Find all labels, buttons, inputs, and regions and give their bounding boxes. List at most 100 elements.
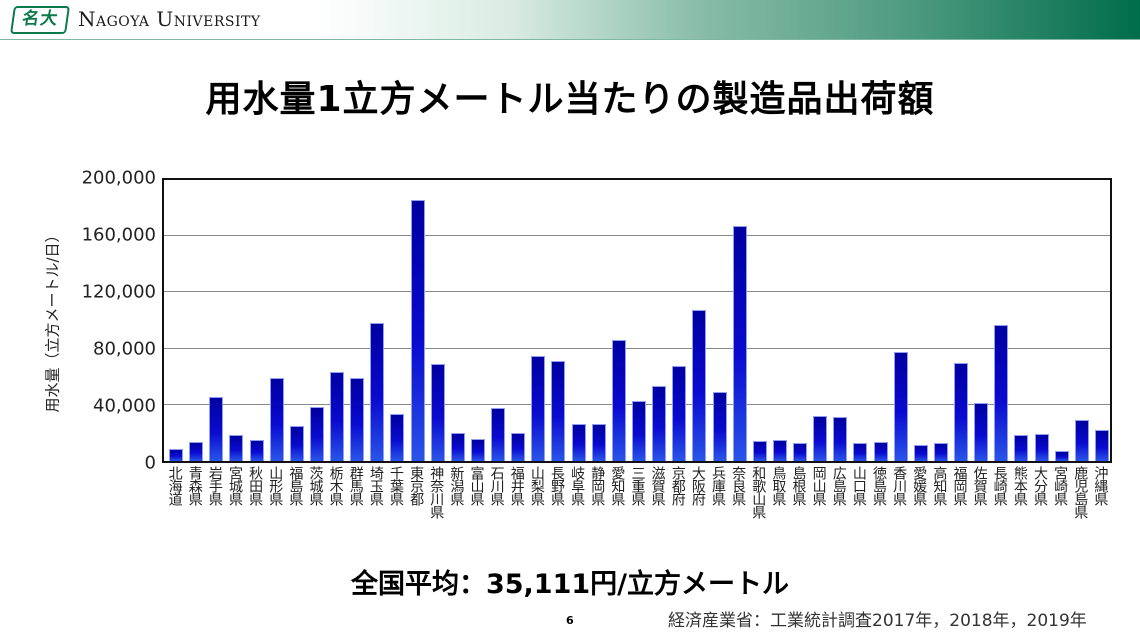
bar-滋賀県 (652, 386, 667, 461)
bar-鹿児島県 (1074, 419, 1089, 461)
bar-群馬県 (350, 378, 365, 461)
gridline (164, 347, 1110, 349)
bar-山梨県 (531, 356, 546, 461)
page-number: 6 (566, 614, 574, 627)
bar-秋田県 (249, 440, 264, 461)
bar-三重県 (632, 400, 646, 461)
bar-島根県 (793, 443, 808, 461)
bar-兵庫県 (712, 392, 727, 461)
x-tick-label: 愛知県 (609, 466, 626, 505)
x-tick-label: 長野県 (548, 466, 565, 505)
x-tick-label: 京都府 (669, 466, 686, 505)
x-tick-label: 三重県 (629, 466, 646, 505)
x-tick-label: 埼玉県 (367, 466, 384, 505)
y-tick-label: 40,000 (93, 395, 156, 417)
university-name: Nagoya University (78, 7, 261, 31)
bar-高知県 (933, 443, 948, 461)
national-average-text: 全国平均：35,111円/立方メートル (350, 569, 790, 600)
x-tick-label: 兵庫県 (710, 466, 726, 505)
x-tick-label: 福岡県 (951, 466, 968, 505)
x-tick-label: 富山県 (468, 466, 485, 505)
bar-茨城県 (309, 406, 324, 461)
y-tick-label: 120,000 (81, 281, 156, 303)
x-tick-label: 広島県 (830, 466, 847, 505)
x-tick-label: 秋田県 (247, 466, 264, 505)
x-tick-label: 香川県 (891, 466, 908, 505)
bar-愛媛県 (913, 445, 928, 461)
bar-和歌山県 (752, 441, 767, 461)
y-tick-label: 80,000 (93, 338, 156, 360)
bar-大阪府 (692, 310, 707, 461)
bar-京都府 (672, 366, 687, 461)
x-tick-label: 栃木県 (327, 466, 344, 505)
x-tick-label: 岐阜県 (569, 466, 586, 505)
bar-鳥取県 (772, 440, 787, 461)
x-tick-label: 滋賀県 (649, 466, 666, 505)
bar-福島県 (289, 426, 304, 461)
bar-埼玉県 (370, 323, 385, 461)
x-tick-label: 熊本県 (1011, 466, 1028, 505)
bar-千葉県 (390, 413, 405, 461)
bar-山口県 (853, 443, 868, 461)
x-tick-label: 山形県 (267, 466, 284, 505)
y-tick-label: 0 (144, 452, 156, 474)
x-axis-labels: 北海道 青森県 岩手県 宮城県 秋田県 山形県 福島県 茨城県 栃木県 群馬県 埼玉県 千葉県 東京都神… (162, 466, 1112, 566)
x-tick-label: 島根県 (790, 466, 807, 505)
x-tick-label: 北海道 (166, 466, 183, 505)
bar-宮城県 (229, 435, 244, 461)
x-tick-label: 佐賀県 (971, 466, 988, 505)
x-tick-label: 神奈川県 (428, 466, 445, 518)
bar-広島県 (833, 416, 848, 461)
x-tick-label: 大阪府 (689, 466, 706, 505)
x-tick-label: 新潟県 (448, 466, 465, 505)
x-tick-label: 岡山県 (810, 466, 827, 505)
y-axis-ticks: 200,000 160,000 120,000 80,000 40,000 0 (60, 0, 156, 641)
bar-長崎県 (994, 325, 1009, 461)
bar-栃木県 (330, 372, 345, 461)
slide-header: 名大 Nagoya University (0, 0, 1140, 40)
bar-奈良県 (732, 226, 747, 461)
bar-石川県 (491, 407, 506, 461)
bar-熊本県 (1014, 435, 1029, 461)
bar-新潟県 (450, 433, 465, 461)
x-tick-label: 長崎県 (991, 466, 1008, 505)
bar-宮崎県 (1054, 451, 1069, 461)
x-tick-label: 宮崎県 (1052, 466, 1069, 505)
x-tick-label: 鹿児島県 (1072, 466, 1089, 518)
x-tick-label: 鳥取県 (770, 466, 787, 505)
x-tick-label: 愛媛県 (911, 466, 928, 505)
bar-岩手県 (209, 396, 224, 461)
x-tick-label: 山梨県 (528, 466, 545, 505)
y-tick-label: 200,000 (81, 167, 156, 189)
x-tick-label: 山口県 (850, 466, 867, 505)
bar-佐賀県 (974, 402, 989, 461)
bar-静岡県 (591, 423, 606, 461)
bar-山形県 (269, 378, 284, 461)
x-tick-label: 福井県 (508, 466, 525, 505)
y-tick-label: 160,000 (81, 224, 156, 246)
x-tick-label: 岩手県 (206, 466, 223, 505)
x-tick-label: 千葉県 (387, 466, 404, 505)
bar-大分県 (1034, 434, 1049, 461)
bar-岡山県 (813, 415, 828, 461)
gridline (164, 291, 1110, 293)
bar-愛知県 (611, 339, 626, 461)
bar-東京都 (410, 199, 425, 461)
x-tick-label: 茨城県 (307, 466, 324, 505)
x-tick-label: 静岡県 (589, 466, 606, 505)
x-tick-label: 宮城県 (226, 466, 243, 505)
x-tick-label: 奈良県 (730, 466, 747, 505)
x-tick-label: 沖縄県 (1092, 466, 1109, 505)
bar-神奈川県 (430, 364, 445, 461)
x-tick-label: 高知県 (931, 466, 948, 505)
bar-chart-plot-area (162, 178, 1112, 463)
bar-長野県 (551, 361, 566, 461)
bar-徳島県 (873, 442, 888, 461)
x-tick-label: 群馬県 (347, 466, 364, 505)
bar-福岡県 (954, 363, 969, 461)
bar-北海道 (169, 449, 184, 461)
x-tick-label: 徳島県 (871, 466, 888, 505)
x-tick-label: 和歌山県 (750, 466, 767, 518)
bar-青森県 (189, 442, 204, 461)
x-tick-label: 青森県 (186, 466, 203, 505)
